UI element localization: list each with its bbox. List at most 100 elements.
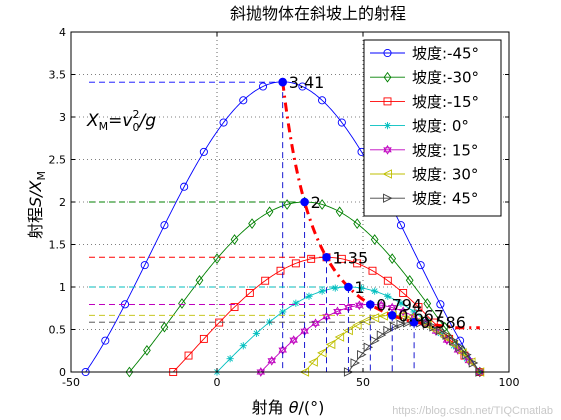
triangle-right-marker — [468, 358, 479, 368]
x-tick-label: 50 — [356, 376, 370, 389]
hexagram-marker — [256, 369, 266, 377]
max-point — [366, 300, 375, 309]
triangle-right-marker — [376, 330, 387, 340]
circle-marker — [219, 118, 228, 127]
hexagram-marker — [267, 358, 276, 366]
x-tick-label: 100 — [499, 376, 520, 389]
triangle-left-marker — [360, 316, 371, 326]
watermark-text: https://blog.csdn.net/TIQCmatlab — [392, 405, 553, 417]
circle-marker — [416, 261, 425, 270]
circle-marker — [239, 96, 248, 105]
triangle-left-marker — [378, 311, 388, 321]
chart-title: 斜抛物体在斜坡上的射程 — [230, 4, 406, 23]
y-tick-label: 3.5 — [49, 69, 67, 82]
triangle-right-marker — [449, 336, 459, 346]
star-marker — [371, 287, 379, 295]
y-tick-label: 2 — [59, 196, 66, 209]
diamond-marker — [370, 234, 379, 245]
triangle-right-marker — [383, 325, 393, 336]
circle-marker — [298, 82, 307, 91]
triangle-right-marker — [357, 349, 367, 360]
legend-label: 坡度:-30° — [412, 69, 479, 87]
star-marker — [397, 299, 405, 307]
maxima-points — [278, 77, 419, 327]
square-marker — [184, 351, 193, 360]
star-marker — [383, 122, 392, 130]
square-marker — [383, 276, 392, 285]
square-marker — [307, 254, 316, 263]
legend-label: 坡度:-45° — [412, 45, 479, 63]
triangle-right-marker — [383, 193, 393, 203]
max-label: 1 — [354, 278, 364, 297]
x-tick-label: -50 — [62, 376, 80, 389]
square-marker — [429, 318, 438, 327]
circle-marker — [101, 336, 110, 345]
circle-marker — [180, 182, 189, 191]
square-marker — [383, 97, 392, 106]
triangle-right-marker — [389, 322, 400, 332]
square-marker — [337, 254, 346, 263]
max-point — [344, 282, 353, 292]
hexagram-marker — [278, 345, 287, 353]
hexagram-marker — [344, 305, 353, 313]
diamond-marker — [230, 234, 239, 245]
diamond-marker — [383, 71, 392, 83]
hexagram-marker — [256, 367, 266, 375]
hexagram-marker — [398, 306, 408, 314]
legend-label: 坡度: 0° — [412, 117, 469, 135]
square-marker — [276, 266, 285, 275]
star-marker — [384, 292, 392, 300]
max-label: 2 — [311, 193, 321, 212]
triangle-right-marker — [350, 358, 360, 368]
triangle-right-marker — [455, 342, 466, 352]
y-tick-label: 0 — [59, 366, 66, 379]
hexagram-marker — [383, 147, 392, 155]
circle-marker — [199, 147, 208, 156]
star-marker — [279, 308, 287, 316]
star-marker — [318, 287, 326, 295]
triangle-right-marker — [363, 342, 374, 352]
triangle-right-marker — [422, 319, 433, 330]
legend-label: 坡度: 45° — [412, 190, 478, 208]
max-point — [387, 311, 397, 320]
circle-marker — [160, 221, 169, 230]
hexagram-marker — [333, 308, 342, 317]
diamond-marker — [318, 199, 326, 210]
circle-marker — [258, 82, 268, 91]
triangle-right-marker — [370, 336, 380, 346]
star-marker — [226, 355, 234, 363]
circle-marker — [337, 118, 346, 127]
maxima-guides — [89, 81, 415, 372]
legend-label: 坡度:-15° — [412, 93, 479, 111]
max-point — [278, 77, 288, 87]
hexagram-marker — [289, 337, 298, 346]
diamond-marker — [405, 274, 414, 286]
hexagram-marker — [383, 144, 392, 153]
star-marker — [292, 299, 300, 307]
square-marker — [291, 259, 300, 268]
max-label: 3.41 — [289, 73, 325, 92]
y-tick-label: 1 — [59, 281, 66, 294]
diamond-marker — [283, 199, 291, 210]
square-marker — [230, 303, 239, 312]
diamond-marker — [335, 206, 344, 218]
max-label: 0.586 — [420, 313, 466, 332]
circle-marker — [396, 221, 406, 230]
triangle-right-marker — [429, 322, 439, 332]
max-label: 1.35 — [333, 248, 369, 267]
diamond-marker — [195, 274, 204, 286]
hexagram-marker — [355, 302, 364, 311]
square-marker — [245, 289, 254, 297]
max-label: 0.667 — [398, 306, 444, 325]
square-marker — [399, 289, 408, 297]
star-marker — [239, 342, 247, 350]
y-axis-label: 射程S/XM — [26, 171, 48, 239]
x-axis-label: 射角 θ/(°) — [252, 398, 325, 417]
max-label: 0.794 — [376, 296, 422, 315]
x-tick-label: 0 — [214, 376, 221, 389]
square-marker — [199, 334, 208, 343]
star-marker — [357, 284, 366, 292]
max-point — [322, 252, 331, 262]
y-tick-label: 2.5 — [49, 154, 67, 167]
